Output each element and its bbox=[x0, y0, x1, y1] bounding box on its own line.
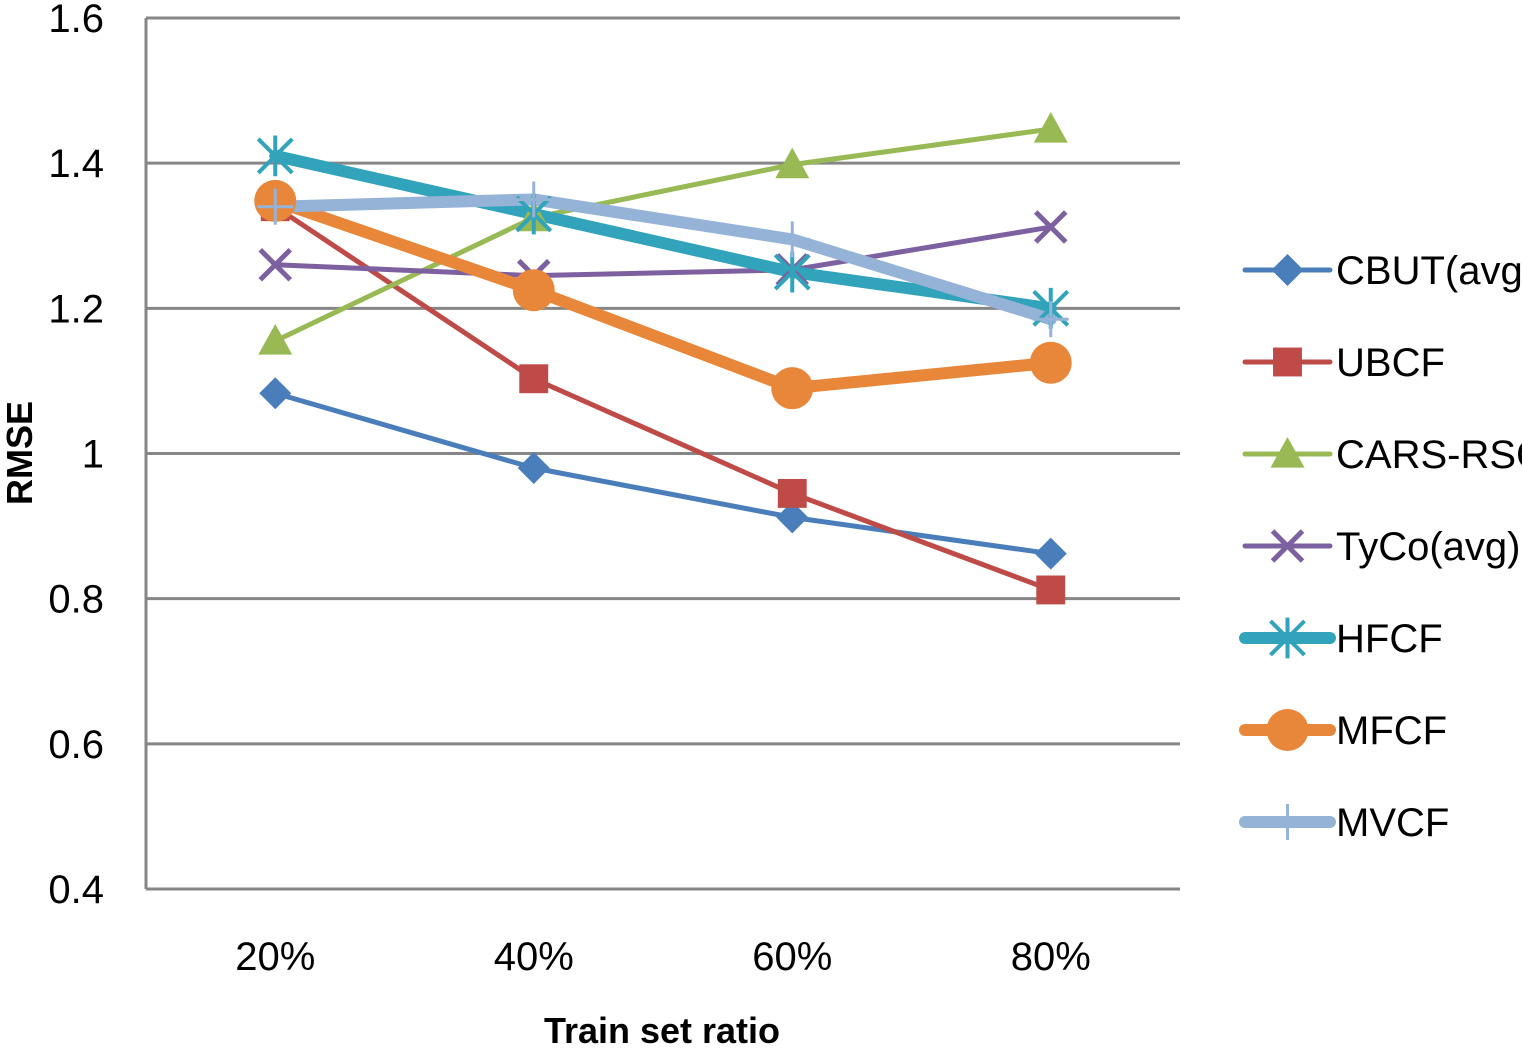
legend-item: MVCF bbox=[1239, 801, 1449, 845]
x-tick-label: 80% bbox=[1011, 935, 1091, 979]
legend-label: TyCo(avg) bbox=[1336, 525, 1521, 569]
data-point-0-0 bbox=[259, 377, 292, 410]
x-tick-label: 40% bbox=[494, 935, 574, 979]
data-point-0-1 bbox=[517, 452, 550, 485]
x-tick-label: 20% bbox=[235, 935, 315, 979]
legend-item: MFCF bbox=[1239, 709, 1447, 753]
legend-marker bbox=[1269, 804, 1306, 840]
legend-marker bbox=[1270, 529, 1305, 563]
legend-item: CBUT(avg) bbox=[1242, 249, 1522, 293]
x-axis-title: Train set ratio bbox=[544, 1010, 780, 1050]
data-point-0-2 bbox=[776, 501, 809, 534]
data-point-3-3 bbox=[1033, 210, 1068, 244]
y-tick-label: 1.2 bbox=[48, 287, 104, 331]
data-point-6-2 bbox=[774, 221, 811, 258]
x-tick-label: 60% bbox=[752, 935, 832, 979]
legend-marker bbox=[1266, 709, 1309, 751]
data-point-2-0 bbox=[258, 323, 293, 355]
data-point-0-3 bbox=[1034, 537, 1067, 570]
legend-item: TyCo(avg) bbox=[1242, 525, 1521, 569]
legend-item: HFCF bbox=[1239, 617, 1443, 661]
data-point-6-1 bbox=[515, 181, 552, 218]
series-line-1 bbox=[272, 204, 1054, 593]
data-point-3-0 bbox=[258, 248, 293, 282]
y-tick-label: 1 bbox=[82, 433, 104, 477]
y-tick-label: 0.8 bbox=[48, 578, 104, 622]
legend-label: MFCF bbox=[1336, 709, 1447, 753]
series-markers bbox=[254, 112, 1072, 605]
legend-marker bbox=[1270, 437, 1305, 468]
data-point-5-2 bbox=[771, 367, 814, 410]
gridlines bbox=[146, 16, 1180, 746]
data-point-6-3 bbox=[1032, 301, 1069, 338]
y-tick-labels: 0.4 0.6 0.8 1 1.2 1.4 1.6 bbox=[48, 0, 104, 912]
legend-marker bbox=[1269, 617, 1306, 659]
y-axis-title: RMSE bbox=[0, 401, 40, 505]
data-point-5-3 bbox=[1029, 341, 1072, 384]
series-lines bbox=[269, 126, 1057, 593]
axes bbox=[144, 18, 1180, 891]
data-point-1-3 bbox=[1036, 575, 1066, 605]
series-line-4 bbox=[269, 149, 1057, 315]
data-point-1-1 bbox=[519, 364, 549, 394]
y-tick-label: 0.6 bbox=[48, 723, 104, 767]
data-point-1-2 bbox=[777, 478, 807, 508]
data-point-2-3 bbox=[1033, 112, 1068, 143]
series-line-0 bbox=[272, 390, 1054, 557]
legend-label: MVCF bbox=[1336, 801, 1449, 845]
legend-label: CBUT(avg) bbox=[1336, 249, 1522, 293]
series-line-2 bbox=[272, 126, 1054, 344]
series-line-6 bbox=[269, 193, 1057, 326]
legend: CBUT(avg) UBCF CARS-RSCF TyCo(avg) HFCF MFCF M… bbox=[1239, 249, 1522, 845]
legend-label: CARS-RSCF bbox=[1336, 433, 1522, 477]
y-tick-label: 1.6 bbox=[48, 0, 104, 41]
legend-label: UBCF bbox=[1336, 341, 1445, 385]
legend-item: CARS-RSCF bbox=[1242, 433, 1522, 477]
data-point-4-0 bbox=[256, 135, 294, 177]
series-line-5 bbox=[269, 194, 1057, 395]
y-tick-label: 1.4 bbox=[48, 142, 104, 186]
data-point-5-1 bbox=[512, 269, 555, 312]
legend-label: HFCF bbox=[1336, 617, 1443, 661]
data-point-6-0 bbox=[257, 188, 294, 225]
y-tick-label: 0.4 bbox=[48, 868, 104, 912]
data-point-2-2 bbox=[775, 147, 810, 179]
legend-marker bbox=[1271, 254, 1304, 286]
legend-marker bbox=[1273, 347, 1302, 377]
series-line-3 bbox=[272, 224, 1054, 279]
data-point-4-2 bbox=[773, 251, 811, 293]
x-tick-labels: 20% 40% 60% 80% bbox=[235, 935, 1091, 979]
legend-item: UBCF bbox=[1242, 341, 1445, 385]
